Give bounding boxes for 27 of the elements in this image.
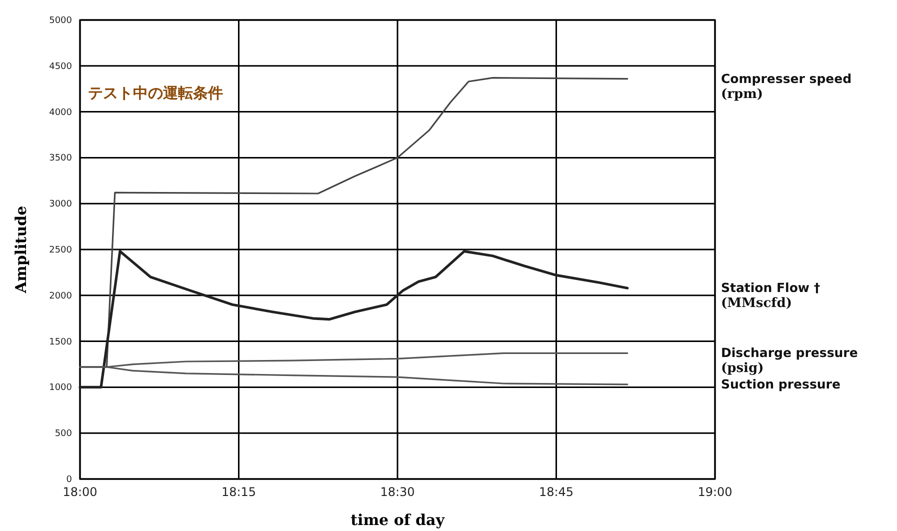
x-tick-label: 18:00 bbox=[62, 485, 98, 499]
y-axis-title: Amplitude bbox=[12, 206, 30, 294]
y-tick-label: 1500 bbox=[49, 337, 72, 348]
y-tick-label: 1000 bbox=[49, 383, 72, 394]
y-tick-label: 5000 bbox=[49, 16, 72, 26]
text: (MMscfd) bbox=[721, 296, 792, 312]
y-tick-label: 3000 bbox=[49, 200, 72, 210]
y-tick-label: 0 bbox=[66, 475, 72, 485]
annotation: テスト中の運転条件 bbox=[88, 84, 223, 102]
x-axis-title: time of day bbox=[350, 511, 446, 529]
text: (rpm) bbox=[721, 86, 763, 102]
y-tick-label: 3500 bbox=[49, 154, 72, 164]
x-tick-label: 18:45 bbox=[538, 485, 574, 499]
text: Discharge pressure bbox=[721, 345, 858, 360]
line-series bbox=[78, 250, 629, 388]
text: Compresser speed bbox=[721, 70, 852, 86]
x-tick-label: 18:30 bbox=[380, 485, 415, 499]
y-tick-label: 500 bbox=[54, 429, 72, 440]
y-tick-label: 4000 bbox=[49, 108, 72, 118]
text: (psig) bbox=[721, 361, 764, 376]
y-tick-label: 4500 bbox=[49, 62, 72, 72]
text: Station Flow † bbox=[721, 280, 820, 296]
x-tick-label: 18:15 bbox=[221, 485, 256, 499]
text: Suction pressure bbox=[721, 376, 840, 392]
y-tick-label: 2500 bbox=[49, 246, 72, 256]
x-tick-label: 19:00 bbox=[698, 485, 732, 499]
y-tick-label: 2000 bbox=[49, 291, 72, 302]
